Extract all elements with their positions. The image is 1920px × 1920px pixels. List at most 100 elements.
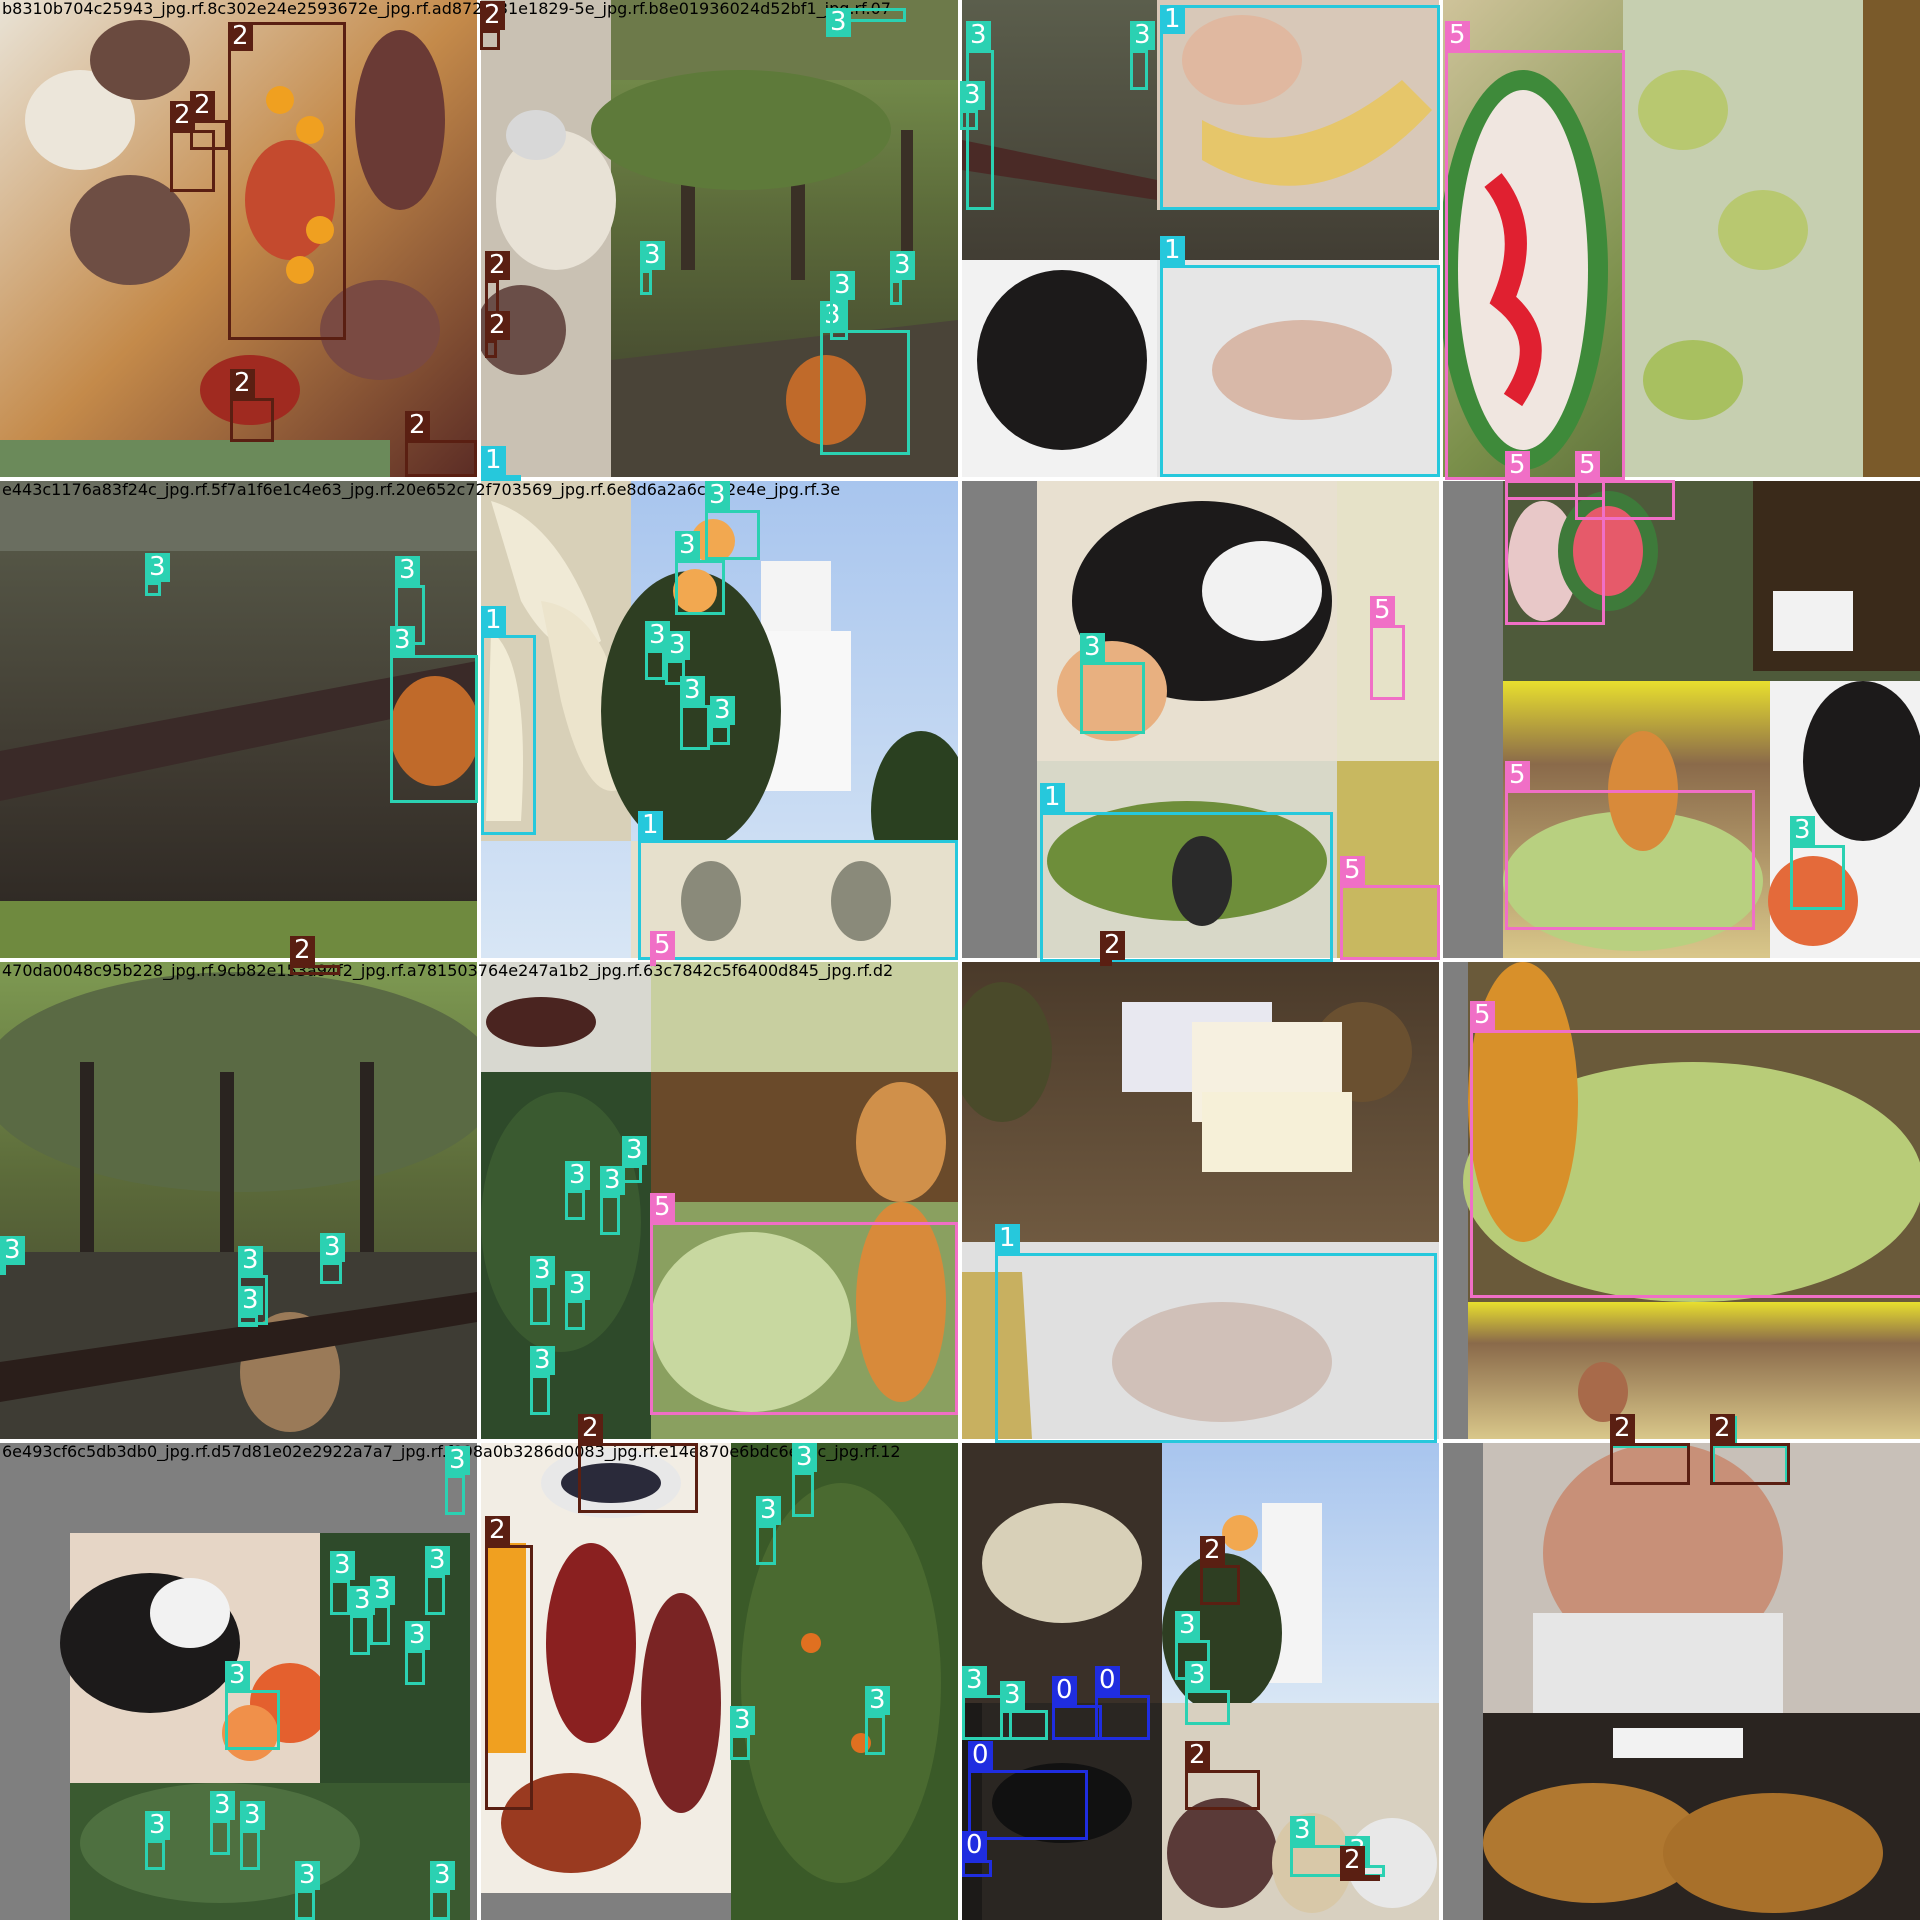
bbox-label-class-3: 3 xyxy=(210,1791,235,1820)
bbox-class-1 xyxy=(1040,812,1333,962)
bbox-label-class-3: 3 xyxy=(622,1136,647,1165)
bbox-class-3 xyxy=(238,1315,258,1327)
tile-3-4 xyxy=(1443,962,1920,1439)
bbox-label-class-0: 0 xyxy=(1095,1666,1120,1695)
bbox-class-3 xyxy=(390,655,478,803)
bbox-class-1 xyxy=(638,840,958,960)
bbox-class-3 xyxy=(350,1615,370,1655)
bbox-label-class-5: 5 xyxy=(1505,761,1530,790)
bbox-label-class-3: 3 xyxy=(240,1801,265,1830)
bbox-class-3 xyxy=(330,1580,350,1615)
bbox-class-2 xyxy=(485,1545,533,1810)
tile-3-3 xyxy=(962,962,1439,1439)
bbox-label-class-3: 3 xyxy=(1290,1816,1315,1845)
bbox-label-class-3: 3 xyxy=(966,21,991,50)
bbox-class-3 xyxy=(640,270,652,295)
bbox-class-2 xyxy=(290,965,340,975)
bbox-label-class-3: 3 xyxy=(1000,1681,1025,1710)
bbox-label-class-3: 3 xyxy=(705,481,730,510)
bbox-class-3 xyxy=(680,705,710,750)
mosaic-title-row-3: 470da0048c95b228_jpg.rf.9cb82e153a94f2_j… xyxy=(2,961,894,980)
bbox-class-3 xyxy=(445,1475,465,1515)
bbox-label-class-2: 2 xyxy=(1610,1414,1635,1443)
bbox-label-class-5: 5 xyxy=(650,931,675,960)
bbox-label-class-3: 3 xyxy=(665,631,690,660)
bbox-class-3 xyxy=(565,1300,585,1330)
bbox-label-class-2: 2 xyxy=(485,311,510,340)
bbox-label-class-3: 3 xyxy=(640,241,665,270)
bbox-class-1 xyxy=(1160,5,1440,210)
bbox-label-class-2: 2 xyxy=(230,369,255,398)
bbox-label-class-3: 3 xyxy=(395,556,420,585)
bbox-label-class-3: 3 xyxy=(425,1546,450,1575)
bbox-class-5 xyxy=(1340,885,1440,960)
bbox-label-class-2: 2 xyxy=(1340,1846,1365,1875)
bbox-class-3 xyxy=(530,1375,550,1415)
bbox-label-class-3: 3 xyxy=(962,1666,987,1695)
bbox-label-class-3: 3 xyxy=(710,696,735,725)
tile-4-1 xyxy=(0,1443,477,1920)
bbox-label-class-1: 1 xyxy=(995,1224,1020,1253)
bbox-label-class-5: 5 xyxy=(1575,451,1600,480)
tile-2-1 xyxy=(0,481,477,958)
bbox-class-3 xyxy=(210,1820,230,1855)
bbox-label-class-3: 3 xyxy=(600,1166,625,1195)
bbox-class-3 xyxy=(145,582,161,596)
bbox-class-3 xyxy=(1185,1690,1230,1725)
bbox-class-3 xyxy=(145,1840,165,1870)
bbox-class-3 xyxy=(430,1890,450,1920)
bbox-class-3 xyxy=(0,1265,6,1275)
tile-3-2 xyxy=(481,962,958,1439)
bbox-class-2 xyxy=(1185,1770,1260,1810)
bbox-class-3 xyxy=(890,280,902,305)
bbox-label-class-3: 3 xyxy=(1080,633,1105,662)
bbox-class-2 xyxy=(1100,960,1112,966)
bbox-class-2 xyxy=(578,1443,698,1513)
bbox-class-5 xyxy=(1505,790,1755,930)
bbox-label-class-5: 5 xyxy=(1370,596,1395,625)
bbox-label-class-3: 3 xyxy=(1130,21,1155,50)
tile-1-3 xyxy=(962,0,1439,477)
bbox-class-0 xyxy=(1095,1695,1150,1740)
photo-pills-banana xyxy=(962,962,1439,1439)
bbox-label-class-1: 1 xyxy=(1160,236,1185,265)
photo-watermelon-display xyxy=(1443,0,1920,477)
bbox-class-1 xyxy=(481,475,521,481)
tile-4-2 xyxy=(481,1443,958,1920)
bbox-class-3 xyxy=(645,650,665,680)
bbox-class-1 xyxy=(1160,265,1440,477)
bbox-label-class-3: 3 xyxy=(960,81,985,110)
bbox-class-3 xyxy=(622,1165,642,1183)
bbox-label-class-1: 1 xyxy=(481,606,506,635)
bbox-class-2 xyxy=(1610,1443,1690,1485)
bbox-label-class-0: 0 xyxy=(1052,1676,1077,1705)
bbox-label-class-3: 3 xyxy=(390,626,415,655)
bbox-class-2 xyxy=(480,30,500,50)
bbox-class-3 xyxy=(1790,845,1845,910)
bbox-class-3 xyxy=(865,1715,885,1755)
photo-wet-plaza xyxy=(0,481,477,958)
mosaic-title-row-1: b8310b704c25943_jpg.rf.8c302e24e2593672e… xyxy=(2,0,891,18)
bbox-label-class-1: 1 xyxy=(1040,783,1065,812)
bbox-label-class-3: 3 xyxy=(238,1246,263,1275)
bbox-class-3 xyxy=(425,1575,445,1615)
bbox-label-class-3: 3 xyxy=(530,1256,555,1285)
bbox-label-class-1: 1 xyxy=(638,811,663,840)
bbox-class-3 xyxy=(1000,1710,1048,1740)
bbox-class-3 xyxy=(1290,1845,1345,1877)
photo-park xyxy=(481,0,958,477)
bbox-class-3 xyxy=(675,560,725,615)
bbox-class-2 xyxy=(228,22,346,340)
bbox-class-2 xyxy=(1710,1443,1790,1485)
bbox-class-5 xyxy=(1505,480,1605,625)
bbox-class-2 xyxy=(230,398,274,442)
bbox-class-3 xyxy=(665,660,685,685)
bbox-class-3 xyxy=(225,1690,280,1750)
tile-4-4 xyxy=(1443,1443,1920,1920)
bbox-label-class-2: 2 xyxy=(578,1414,603,1443)
bbox-label-class-2: 2 xyxy=(480,1,505,30)
bbox-class-5 xyxy=(1470,1030,1920,1298)
bbox-class-5 xyxy=(1445,50,1625,480)
photo-sausages-olives xyxy=(481,1443,958,1920)
tile-1-4 xyxy=(1443,0,1920,477)
